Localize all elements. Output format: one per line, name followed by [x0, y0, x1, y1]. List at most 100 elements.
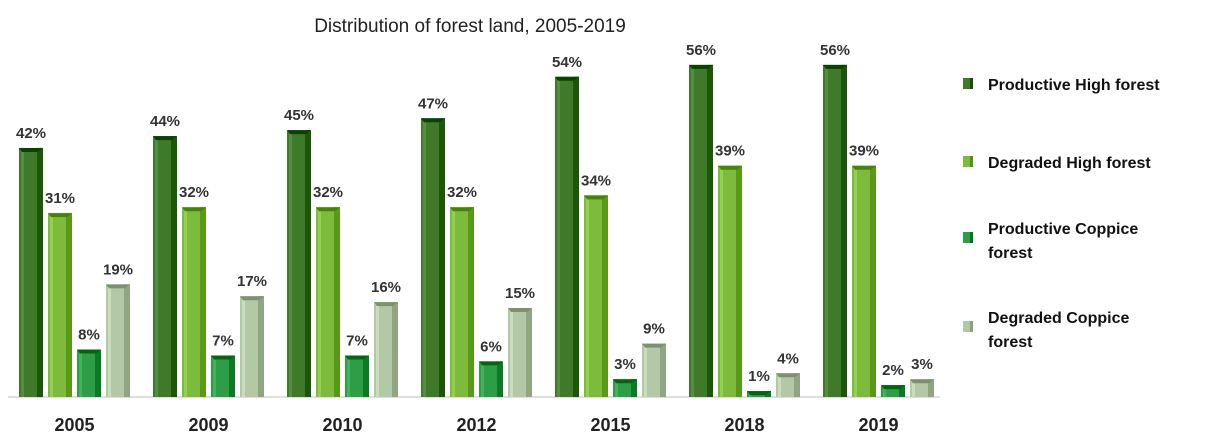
legend-item-0: Productive High forest	[963, 77, 1160, 94]
bar-highlight	[481, 361, 484, 397]
legend-label: Degraded High forest	[988, 155, 1151, 172]
bar-shade	[439, 118, 445, 397]
data-label: 17%	[237, 273, 267, 290]
legend-label: forest	[988, 245, 1033, 262]
bar-shade	[899, 385, 905, 397]
legend-label: Productive Coppice	[988, 221, 1138, 238]
bar-highlight	[854, 165, 857, 397]
legend-label: Productive High forest	[988, 77, 1160, 94]
bar-shade	[497, 361, 503, 397]
data-label: 9%	[643, 321, 665, 338]
bar-2009-s2	[211, 355, 235, 397]
bar-2009-s3	[240, 296, 264, 397]
legend-item-3: Degraded Coppice forest	[963, 310, 1129, 351]
bar-shade	[200, 207, 206, 397]
bar-cap	[316, 207, 340, 212]
data-label: 42%	[16, 125, 46, 142]
bar-cap	[77, 349, 101, 354]
data-label: 39%	[849, 143, 879, 160]
bar-highlight	[912, 379, 915, 397]
bar-2010-s1	[316, 207, 340, 397]
bar-highlight	[720, 165, 723, 397]
bar-cap	[718, 165, 742, 170]
bar-shade	[794, 373, 800, 397]
bar-shade	[707, 64, 713, 398]
bar-2015-s3	[642, 343, 666, 397]
data-label: 1%	[748, 368, 770, 385]
bar-2018-s3	[776, 373, 800, 397]
bar-highlight	[778, 373, 781, 397]
data-label: 16%	[371, 279, 401, 296]
bar-cap	[182, 207, 206, 212]
x-ticks-group: 2005 2009 2010 2012 2015 2018 2019	[54, 415, 898, 435]
bar-highlight	[825, 64, 828, 398]
bar-shade	[334, 207, 340, 397]
bar-cap	[374, 302, 398, 307]
bar-2005-s2	[77, 349, 101, 397]
data-label: 19%	[103, 261, 133, 278]
legend-swatch-shade	[970, 78, 973, 89]
legend-swatch	[963, 78, 973, 89]
bar-2019-s2	[881, 385, 905, 397]
bar-2009-s1	[182, 207, 206, 397]
data-label: 7%	[346, 332, 368, 349]
bar-highlight	[21, 147, 24, 397]
bar-shade	[305, 130, 311, 397]
legend: Productive High forest Degraded High fore…	[963, 77, 1160, 351]
data-label: 6%	[480, 338, 502, 355]
bar-cap	[689, 64, 713, 69]
bar-highlight	[883, 385, 886, 397]
bar-2018-s0	[689, 64, 713, 398]
bar-shade	[631, 379, 637, 397]
legend-swatch	[963, 232, 973, 243]
bar-shade	[66, 213, 72, 397]
bar-shade	[468, 207, 474, 397]
bar-cap	[584, 195, 608, 200]
data-label: 4%	[777, 350, 799, 367]
bar-shade	[765, 391, 771, 397]
bar-highlight	[108, 284, 111, 397]
bar-2018-s1	[718, 165, 742, 397]
bar-highlight	[376, 302, 379, 397]
legend-label: forest	[988, 334, 1033, 351]
x-tick-label: 2015	[590, 415, 630, 435]
bar-2010-s3	[374, 302, 398, 397]
legend-swatch-shade	[970, 156, 973, 167]
bar-2012-s1	[450, 207, 474, 397]
data-label: 39%	[715, 143, 745, 160]
bar-cap	[287, 130, 311, 135]
bar-cap	[19, 147, 43, 152]
bar-cap	[153, 136, 177, 141]
bar-cap	[106, 284, 130, 289]
bar-cap	[211, 355, 235, 360]
bar-shade	[363, 355, 369, 397]
bar-cap	[48, 213, 72, 218]
bar-cap	[910, 379, 934, 384]
data-label: 56%	[686, 42, 716, 59]
bar-highlight	[184, 207, 187, 397]
bar-cap	[823, 64, 847, 69]
bar-cap	[613, 379, 637, 384]
legend-label: Degraded Coppice	[988, 310, 1129, 327]
data-label: 54%	[552, 54, 582, 71]
bar-2010-s0	[287, 130, 311, 397]
bar-cap	[642, 343, 666, 348]
bar-shade	[124, 284, 130, 397]
bar-2019-s3	[910, 379, 934, 397]
bar-2012-s0	[421, 118, 445, 397]
bar-2010-s2	[345, 355, 369, 397]
bar-2005-s1	[48, 213, 72, 397]
x-tick-label: 2005	[54, 415, 94, 435]
data-label: 32%	[313, 184, 343, 201]
bar-cap	[240, 296, 264, 301]
bar-body	[881, 385, 905, 397]
bar-cap	[881, 385, 905, 390]
bar-shade	[736, 165, 742, 397]
legend-item-1: Degraded High forest	[963, 155, 1151, 172]
bar-shade	[660, 343, 666, 397]
bar-shade	[37, 147, 43, 397]
legend-swatch-shade	[970, 232, 973, 243]
bar-cap	[450, 207, 474, 212]
bar-2015-s1	[584, 195, 608, 397]
